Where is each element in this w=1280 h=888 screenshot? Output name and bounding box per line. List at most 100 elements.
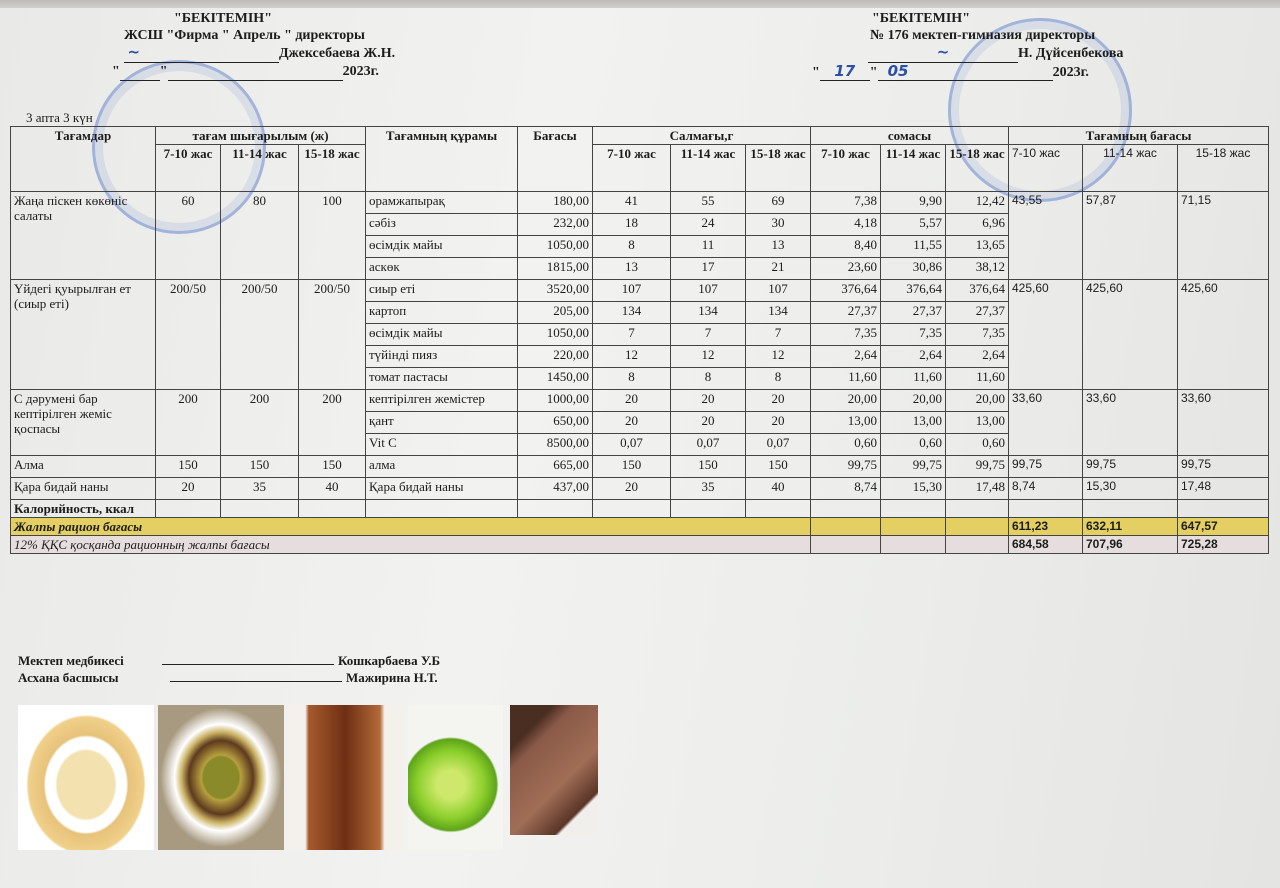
table-row: С дәрумені бар кептірілген жеміс қоспасы… xyxy=(10,389,1269,456)
header-age: 11-14 жас xyxy=(670,144,746,192)
quote: " xyxy=(159,64,168,79)
dish-output: 20 xyxy=(155,477,221,500)
dish-price: 33,60 xyxy=(1082,389,1178,456)
ingredient-weight: 107 xyxy=(592,279,671,302)
dish-price: 8,74 xyxy=(1008,477,1083,500)
header-age: 11-14 жас xyxy=(1082,144,1178,192)
approval-left: "БЕКІТЕМІН" ЖСШ "Фирма " Апрель " директ… xyxy=(112,10,395,81)
ingredient-weight: 107 xyxy=(670,279,746,302)
ingredient-weight: 7 xyxy=(670,323,746,346)
ingredient-name: томат пастасы xyxy=(365,367,518,390)
ingredient-sum: 27,37 xyxy=(880,301,946,324)
ingredient-sum: 11,55 xyxy=(880,235,946,258)
ingredient-sum: 27,37 xyxy=(945,301,1009,324)
ingredient-weight: 69 xyxy=(745,191,811,214)
ingredient-price: 232,00 xyxy=(517,213,593,236)
header-age: 11-14 жас xyxy=(220,144,299,192)
header-output: тағам шығарылым (ж) xyxy=(155,126,366,145)
ingredient-sum: 99,75 xyxy=(945,455,1009,478)
ingredient-sum: 11,60 xyxy=(945,367,1009,390)
dish-name: Жаңа піскен көкөніс салаты xyxy=(10,191,156,280)
ingredient-sum: 11,60 xyxy=(810,367,881,390)
ingredient-sum: 23,60 xyxy=(810,257,881,280)
cabbage-salad-photo xyxy=(18,705,154,850)
empty-cell xyxy=(880,535,946,554)
ingredient-name: орамжапырақ xyxy=(365,191,518,214)
total-row-value: 632,11 xyxy=(1082,517,1178,536)
calories-row: Калорийность, ккал xyxy=(10,499,1269,518)
ingredient-weight: 30 xyxy=(745,213,811,236)
ingredient-weight: 0,07 xyxy=(592,433,671,456)
header-dishes: Тағамдар xyxy=(10,126,156,192)
header-composition: Тағамның құрамы xyxy=(365,126,518,192)
ingredient-sum: 0,60 xyxy=(945,433,1009,456)
dish-output: 100 xyxy=(298,191,366,280)
dish-output: 200 xyxy=(298,389,366,456)
header-age: 7-10 жас xyxy=(810,144,881,192)
dish-output: 150 xyxy=(298,455,366,478)
ingredient-name: аскөк xyxy=(365,257,518,280)
ingredient-sum: 12,42 xyxy=(945,191,1009,214)
ingredient-weight: 150 xyxy=(592,455,671,478)
ingredient-sum: 15,30 xyxy=(880,477,946,500)
ingredient-weight: 24 xyxy=(670,213,746,236)
dish-output: 150 xyxy=(220,455,299,478)
ingredient-sum: 376,64 xyxy=(945,279,1009,302)
dish-price: 99,75 xyxy=(1177,455,1269,478)
ingredient-weight: 0,07 xyxy=(745,433,811,456)
ingredient-price: 220,00 xyxy=(517,345,593,368)
ingredient-sum: 2,64 xyxy=(945,345,1009,368)
dish-price: 33,60 xyxy=(1177,389,1269,456)
ingredient-weight: 150 xyxy=(745,455,811,478)
approval-day: 17 xyxy=(819,63,870,81)
ingredient-weight: 20 xyxy=(745,389,811,412)
dish-output: 200/50 xyxy=(298,279,366,390)
ingredient-sum: 8,40 xyxy=(810,235,881,258)
ingredient-sum: 6,96 xyxy=(945,213,1009,236)
empty-cell xyxy=(945,499,1009,518)
table-row: томат пастасы 1450,00 8 8 8 11,60 11,60 11,60 xyxy=(11,367,1269,390)
ingredient-weight: 40 xyxy=(745,477,811,500)
rye-bread-photo xyxy=(510,705,598,835)
signature-role: Асхана басшысы xyxy=(18,670,119,685)
empty-cell xyxy=(517,499,593,518)
ingredient-weight: 13 xyxy=(592,257,671,280)
ingredient-weight: 12 xyxy=(745,345,811,368)
ingredient-weight: 150 xyxy=(670,455,746,478)
empty-cell xyxy=(1008,499,1083,518)
header-price: Бағасы xyxy=(517,126,593,192)
empty-cell xyxy=(945,517,1009,536)
header-age: 15-18 жас xyxy=(745,144,811,192)
dish-price: 425,60 xyxy=(1177,279,1269,390)
signature: ~ xyxy=(127,43,141,61)
calories-label: Калорийность, ккал xyxy=(10,499,156,518)
signature-role: Мектеп медбикесі xyxy=(18,653,124,668)
ingredient-weight: 18 xyxy=(592,213,671,236)
header-age: 7-10 жас xyxy=(1008,144,1083,192)
ingredient-sum: 20,00 xyxy=(810,389,881,412)
signature-name: Кошкарбаева У.Б xyxy=(338,653,441,668)
vat-total-row-label: 12% ҚҚС қосқанда рационның жалпы бағасы xyxy=(10,535,811,554)
approval-name: Н. Дүйсенбекова xyxy=(1018,46,1124,61)
ingredient-price: 3520,00 xyxy=(517,279,593,302)
dish-price: 99,75 xyxy=(1008,455,1083,478)
empty-cell xyxy=(880,517,946,536)
ingredient-sum: 7,38 xyxy=(810,191,881,214)
approval-year: 2023г. xyxy=(1052,65,1089,80)
ingredient-weight: 11 xyxy=(670,235,746,258)
header-age: 15-18 жас xyxy=(298,144,366,192)
dish-price: 15,30 xyxy=(1082,477,1178,500)
ingredient-weight: 55 xyxy=(670,191,746,214)
header-age: 15-18 жас xyxy=(945,144,1009,192)
ingredient-price: 205,00 xyxy=(517,301,593,324)
dish-price: 425,60 xyxy=(1082,279,1178,390)
meat-stew-photo xyxy=(158,705,284,850)
ingredient-weight: 12 xyxy=(670,345,746,368)
empty-cell xyxy=(670,499,746,518)
header-age: 7-10 жас xyxy=(155,144,221,192)
total-row: Жалпы рацион бағасы 611,23 632,11 647,57 xyxy=(10,517,1269,536)
total-row-value: 647,57 xyxy=(1177,517,1269,536)
header-age: 11-14 жас xyxy=(880,144,946,192)
ingredient-name: сиыр еті xyxy=(365,279,518,302)
ingredient-weight: 134 xyxy=(670,301,746,324)
